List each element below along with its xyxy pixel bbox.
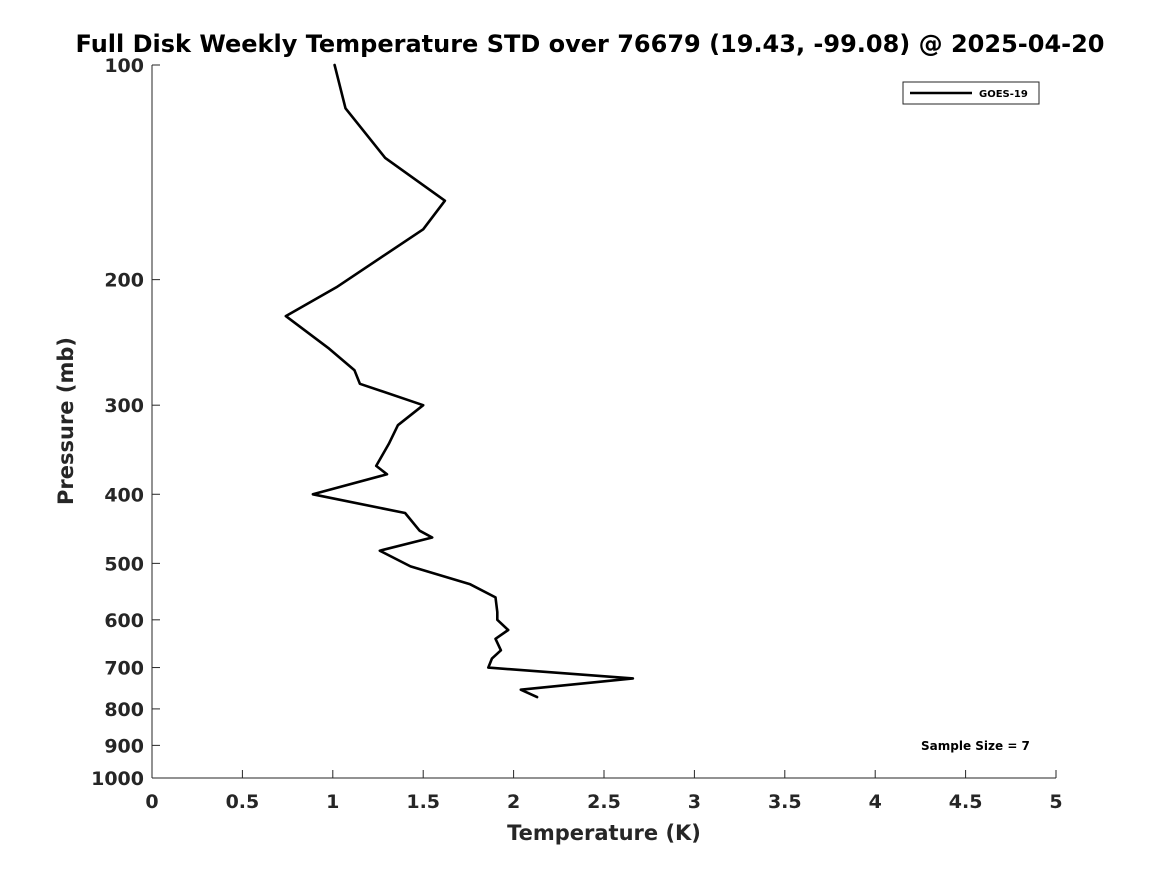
- x-ticks: 0 0.5 1 1.5 2 2.5 3 3.5 4 4.5 5: [145, 770, 1063, 813]
- y-tick-label: 300: [104, 395, 144, 417]
- y-tick-label: 400: [104, 484, 144, 506]
- series-line-goes-19: [284, 63, 635, 699]
- y-axis-label: Pressure (mb): [54, 337, 78, 505]
- y-tick-label: 1000: [91, 768, 144, 790]
- x-tick-label: 2: [507, 791, 520, 813]
- y-tick-label: 200: [104, 270, 144, 292]
- x-tick-label: 3.5: [768, 791, 802, 813]
- x-tick-label: 1: [326, 791, 339, 813]
- x-axis-label: Temperature (K): [507, 821, 701, 845]
- x-tick-label: 4: [869, 791, 882, 813]
- chart-title: Full Disk Weekly Temperature STD over 76…: [76, 30, 1105, 58]
- x-tick-label: 0: [145, 791, 158, 813]
- x-tick-label: 4.5: [949, 791, 983, 813]
- legend: GOES-19: [902, 81, 1040, 105]
- y-tick-label: 500: [104, 553, 144, 575]
- x-tick-label: 3: [688, 791, 701, 813]
- y-tick-label: 600: [104, 610, 144, 632]
- y-tick-label: 100: [104, 55, 144, 77]
- y-tick-label: 800: [104, 699, 144, 721]
- x-tick-label: 5: [1049, 791, 1062, 813]
- y-tick-label: 700: [104, 658, 144, 680]
- x-tick-label: 2.5: [587, 791, 621, 813]
- sample-size-annotation: Sample Size = 7: [921, 739, 1030, 753]
- x-tick-label: 0.5: [226, 791, 260, 813]
- series-layer: [284, 63, 635, 699]
- y-ticks: 100 200 300 400 500 600 700 800 900 1000: [91, 55, 160, 790]
- x-tick-label: 1.5: [406, 791, 440, 813]
- legend-label-goes-19: GOES-19: [979, 89, 1028, 100]
- y-tick-label: 900: [104, 735, 144, 757]
